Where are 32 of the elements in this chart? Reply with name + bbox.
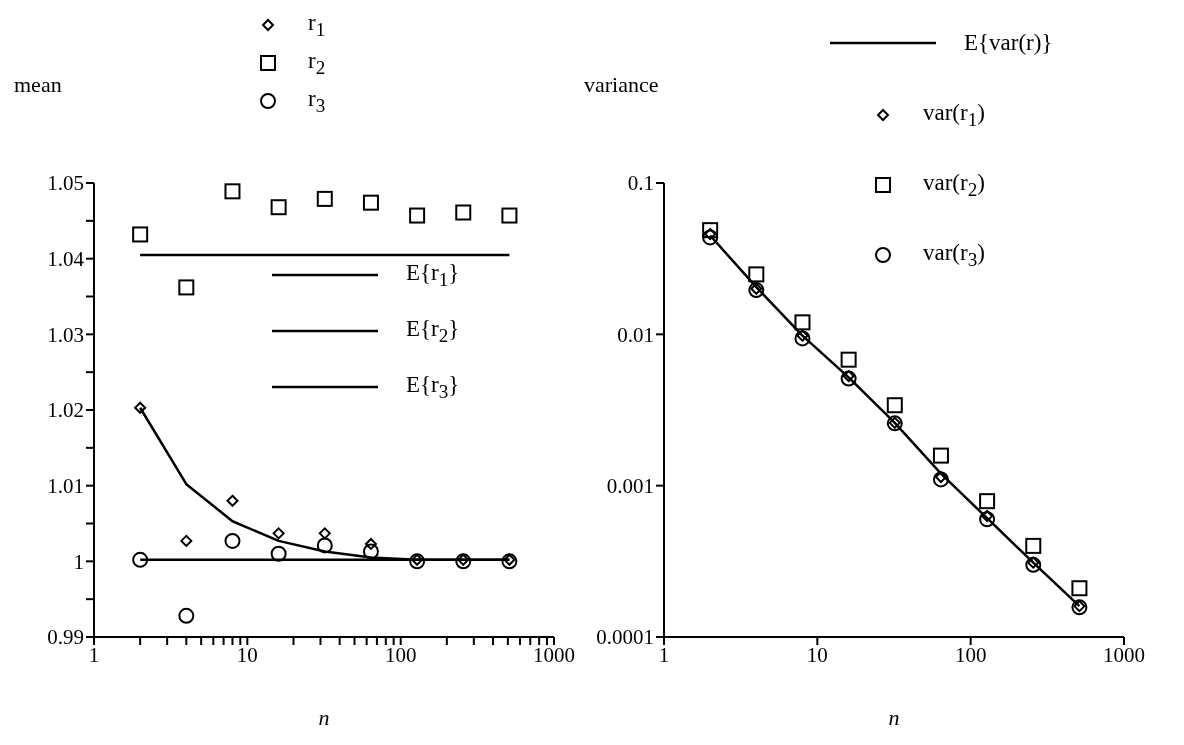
x-tick-label: 1000 <box>533 642 575 667</box>
y-axis-title: mean <box>14 72 62 98</box>
y-tick-label: 0.99 <box>47 625 84 650</box>
y-tick-label: 1.04 <box>47 247 85 272</box>
x-tick-label: 1000 <box>1103 642 1145 667</box>
y-tick-label: 0.1 <box>627 171 654 196</box>
legend-label: var(r$_{2}$) <box>923 170 985 201</box>
legend-label: E{var(r)} <box>964 30 1053 56</box>
x-tick-label: 10 <box>806 642 828 667</box>
y-tick-label: 1.02 <box>47 398 84 423</box>
legend-label: r$_{3}$ <box>308 86 326 117</box>
legend-label: var(r$_{3}$) <box>923 240 985 271</box>
legend-label: E{r$_{3}$} <box>406 372 460 403</box>
x-tick-label: 10 <box>236 642 258 667</box>
x-tick-label: 100 <box>384 642 417 667</box>
y-tick-label: 1.01 <box>47 474 84 499</box>
x-axis-title: n <box>888 705 900 730</box>
x-tick-label: 100 <box>954 642 987 667</box>
y-tick-label: 1.03 <box>47 322 84 347</box>
legend-label: r$_{2}$ <box>308 48 326 79</box>
x-axis-title: n <box>318 705 330 730</box>
x-tick-label: 1 <box>658 642 670 667</box>
y-tick-label: 0.001 <box>606 474 654 499</box>
legend-label: E{r$_{1}$} <box>406 260 460 291</box>
y-axis-title: variance <box>584 72 659 98</box>
legend-label: var(r$_{1}$) <box>923 100 985 131</box>
y-tick-label: 0.0001 <box>596 625 654 650</box>
legend-label: E{r$_{2}$} <box>406 316 460 347</box>
y-tick-label: 0.01 <box>617 322 654 347</box>
legend-label: r$_{1}$ <box>308 10 326 41</box>
y-tick-label: 1 <box>73 549 84 574</box>
y-tick-label: 1.05 <box>47 171 84 196</box>
